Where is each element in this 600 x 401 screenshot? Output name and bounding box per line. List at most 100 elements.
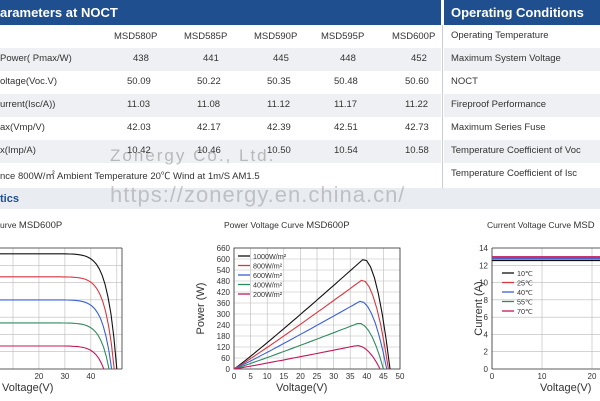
operating-item: Temperature Coefficient of Isc <box>451 168 578 179</box>
x-tick-label: 5 <box>248 372 253 381</box>
param-label: oltage(Voc.V) <box>0 76 58 87</box>
y-tick-label: 120 <box>217 343 231 352</box>
param-value: 441 <box>203 53 219 64</box>
watermark-company: Zonergy Co., Ltd. <box>110 146 276 165</box>
param-value: 11.12 <box>267 99 291 110</box>
operating-item: Operating Temperature <box>451 30 549 41</box>
characteristics-title: tics <box>0 193 19 205</box>
x-tick-label: 15 <box>279 372 288 381</box>
chart-left-xlabel: Voltage(V) <box>2 382 54 394</box>
x-tick-label: 30 <box>60 372 69 381</box>
row-bg-5 <box>0 140 600 163</box>
series-line <box>233 323 384 370</box>
chart-left-title: urve MSD600P <box>0 220 62 231</box>
param-value: 11.17 <box>334 99 358 110</box>
y-tick-label: 10 <box>479 279 488 288</box>
operating-item: Temperature Coefficient of Voc <box>451 145 581 156</box>
x-tick-label: 35 <box>346 372 355 381</box>
param-value: 42.51 <box>334 122 358 133</box>
series-line <box>233 259 391 370</box>
param-value: 10.46 <box>197 145 221 156</box>
y-axis-label: Power (W) <box>195 283 207 335</box>
param-value: 50.48 <box>334 76 358 87</box>
param-value: 42.73 <box>405 122 429 133</box>
y-tick-label: 540 <box>217 266 231 275</box>
plot-frame <box>233 247 401 370</box>
chart-left-title-model: MSD600P <box>18 220 63 231</box>
noct-footnote: nce 800W/㎡ Ambient Temperature 20℃ Wind … <box>0 171 260 182</box>
series-line <box>233 345 381 370</box>
operating-title: Operating Conditions <box>451 5 584 20</box>
y-tick-label: 0 <box>226 365 231 374</box>
y-tick-label: 240 <box>217 321 231 330</box>
param-value: 50.09 <box>127 76 151 87</box>
series-line <box>0 276 115 370</box>
watermark-url: https://zonergy.en.china.cn/ <box>110 182 406 207</box>
col-header: MSD585P <box>184 31 228 42</box>
param-value: 42.03 <box>127 122 151 133</box>
legend-label: 1000W/m² <box>253 252 287 261</box>
x-tick-label: 20 <box>34 372 43 381</box>
col-header: MSD590P <box>254 31 298 42</box>
legend-label: 600W/m² <box>253 271 283 280</box>
param-value: 10.58 <box>405 145 429 156</box>
col-header: MSD595P <box>321 31 365 42</box>
operating-item: Maximum System Voltage <box>451 53 561 64</box>
row-bg-1 <box>0 48 600 71</box>
param-value: 452 <box>411 53 427 64</box>
series-line <box>233 300 388 370</box>
column-divider <box>442 25 443 188</box>
chart-left: 20 30 40 <box>0 247 123 381</box>
chart-right-title-prefix: Current Voltage Curve <box>487 220 572 230</box>
legend-label: 25℃ <box>517 279 533 288</box>
x-tick-label: 0 <box>490 372 495 381</box>
operating-item: NOCT <box>451 76 478 87</box>
y-tick-label: 14 <box>479 244 488 253</box>
chart-mid-title-model: MSD600P <box>306 220 350 231</box>
param-value: 11.03 <box>127 99 151 110</box>
chart-mid-title: Power Voltage Curve MSD600P <box>224 220 350 231</box>
x-tick-label: 20 <box>296 372 305 381</box>
x-tick-label: 40 <box>86 372 95 381</box>
chart-right-title: Current Voltage Curve MSD <box>487 220 595 231</box>
x-tick-label: 25 <box>313 372 322 381</box>
y-tick-label: 360 <box>217 299 231 308</box>
params-header-bar <box>0 0 441 25</box>
y-tick-label: 4 <box>484 330 489 339</box>
col-header: MSD600P <box>392 31 436 42</box>
chart-right: 0 2 4 6 8 10 12 14 0 10 20 Current (A) 10℃25℃40℃55℃7… <box>473 244 600 381</box>
y-tick-label: 0 <box>484 365 489 374</box>
series-line <box>0 322 110 370</box>
chart-right-xlabel: Voltage(V) <box>540 382 592 394</box>
param-value: 445 <box>273 53 289 64</box>
series-line <box>233 279 389 370</box>
operating-header-bar <box>444 0 600 25</box>
characteristics-header-bar <box>0 188 600 209</box>
param-label: Power( Pmax/W) <box>0 53 72 64</box>
operating-item: Fireproof Performance <box>451 99 547 110</box>
chart-left-title-prefix: urve <box>0 220 17 230</box>
y-tick-label: 180 <box>217 332 231 341</box>
y-tick-label: 600 <box>217 255 231 264</box>
param-value: 448 <box>340 53 356 64</box>
y-tick-label: 300 <box>217 310 231 319</box>
x-tick-label: 20 <box>588 372 597 381</box>
legend-label: 55℃ <box>517 298 533 307</box>
legend-label: 800W/m² <box>253 262 283 271</box>
param-value: 50.35 <box>267 76 291 87</box>
series-line <box>0 299 113 370</box>
series-line <box>0 253 118 370</box>
param-label: x(Imp/A) <box>0 145 36 156</box>
param-label: urrent(Isc/A)) <box>0 99 56 110</box>
param-value: 10.54 <box>334 145 358 156</box>
y-tick-label: 60 <box>221 354 230 363</box>
y-tick-label: 480 <box>217 277 231 286</box>
y-tick-label: 420 <box>217 288 231 297</box>
legend-label: 400W/m² <box>253 281 283 290</box>
y-axis-label: Current (A) <box>473 281 485 335</box>
col-header: MSD580P <box>114 31 158 42</box>
x-tick-label: 45 <box>379 372 388 381</box>
param-value: 10.42 <box>127 145 151 156</box>
x-tick-label: 10 <box>538 372 547 381</box>
